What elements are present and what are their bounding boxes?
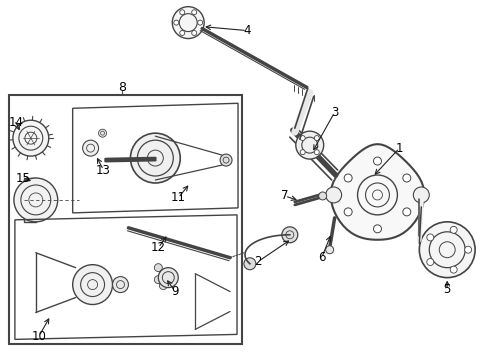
Circle shape — [402, 174, 410, 182]
Circle shape — [244, 258, 255, 270]
Circle shape — [314, 136, 319, 141]
Circle shape — [281, 227, 297, 243]
Circle shape — [130, 133, 180, 183]
Circle shape — [373, 157, 381, 165]
Circle shape — [82, 140, 99, 156]
Circle shape — [173, 20, 179, 25]
Circle shape — [172, 7, 203, 39]
Circle shape — [13, 120, 49, 156]
Circle shape — [419, 222, 474, 278]
Circle shape — [73, 265, 112, 305]
Text: 5: 5 — [443, 283, 450, 296]
Circle shape — [373, 225, 381, 233]
Circle shape — [412, 187, 428, 203]
Circle shape — [197, 20, 202, 25]
Text: 11: 11 — [170, 192, 185, 204]
Text: 8: 8 — [118, 81, 126, 94]
Text: 13: 13 — [96, 163, 111, 176]
Circle shape — [344, 174, 351, 182]
Circle shape — [159, 270, 167, 278]
Circle shape — [154, 264, 162, 272]
Bar — [9, 95, 242, 345]
Bar — [24, 178, 36, 222]
Circle shape — [220, 154, 232, 166]
Circle shape — [402, 208, 410, 216]
Circle shape — [180, 10, 184, 15]
Circle shape — [344, 208, 351, 216]
Circle shape — [464, 246, 470, 253]
Text: 9: 9 — [171, 285, 179, 298]
Circle shape — [154, 276, 162, 284]
Circle shape — [426, 258, 433, 266]
Text: 7: 7 — [281, 189, 288, 202]
Circle shape — [325, 187, 341, 203]
Text: 2: 2 — [254, 255, 261, 268]
Circle shape — [314, 150, 319, 155]
Polygon shape — [330, 144, 424, 240]
Circle shape — [300, 136, 305, 141]
Text: 12: 12 — [150, 241, 165, 254]
Circle shape — [158, 268, 178, 288]
Circle shape — [300, 150, 305, 155]
Circle shape — [191, 10, 196, 15]
Circle shape — [112, 276, 128, 293]
Circle shape — [318, 192, 326, 200]
Circle shape — [191, 31, 196, 35]
Circle shape — [99, 129, 106, 137]
Text: 4: 4 — [243, 24, 250, 37]
Circle shape — [180, 31, 184, 35]
Circle shape — [426, 234, 433, 241]
Circle shape — [164, 276, 172, 284]
Text: 1: 1 — [395, 141, 402, 155]
Circle shape — [449, 226, 456, 233]
Text: 15: 15 — [16, 171, 30, 185]
Text: 3: 3 — [330, 106, 338, 119]
Text: 14: 14 — [8, 116, 23, 129]
Circle shape — [295, 131, 323, 159]
Circle shape — [159, 282, 167, 289]
Text: 6: 6 — [317, 251, 325, 264]
Circle shape — [449, 266, 456, 273]
Circle shape — [14, 178, 58, 222]
Text: 10: 10 — [31, 330, 46, 343]
Circle shape — [325, 246, 333, 254]
Circle shape — [164, 270, 172, 278]
